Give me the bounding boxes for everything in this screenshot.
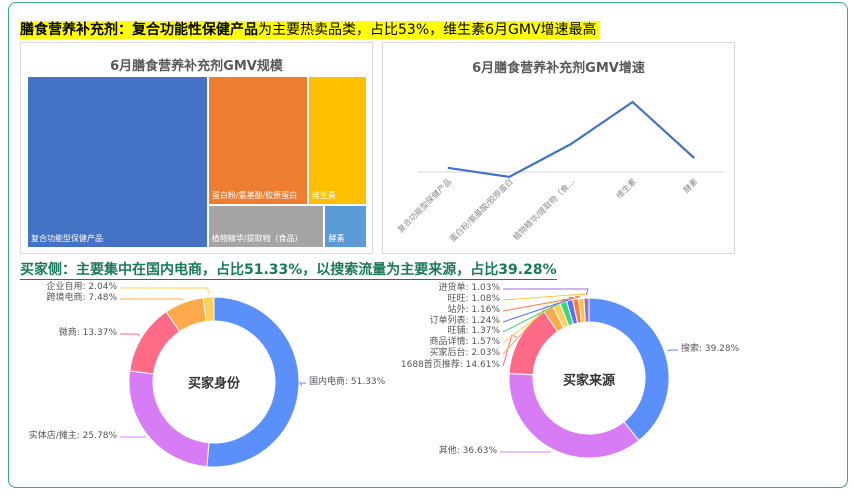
source-leader-line: [502, 301, 559, 344]
source-slice: [583, 297, 590, 323]
source-leader-line: [502, 334, 518, 367]
source-label: 商品详情: 1.57%: [429, 337, 500, 347]
identity-leader-line: [120, 287, 209, 295]
treemap-cell-label: 酵素: [328, 233, 345, 243]
identity-slice: [202, 296, 215, 323]
line-chart-title: 6月膳食营养补充剂GMV增速: [472, 61, 645, 76]
treemap-card: 6月膳食营养补充剂GMV规模 复合功能型保健产品 蛋白粉/氨基酸/胶原蛋白 维生素植…: [20, 42, 373, 254]
identity-label: 企业自用: 2.04%: [46, 282, 117, 292]
treemap-cell-label: 复合功能型保健产品: [31, 234, 103, 243]
source-label: 旺旺: 1.08%: [447, 294, 500, 304]
identity-slice: [206, 296, 300, 468]
treemap-cell: 维生素: [307, 76, 367, 206]
identity-label: 跨境电商: 7.48%: [46, 293, 117, 303]
identity-leader-line: [299, 382, 306, 386]
source-leader-line: [667, 349, 678, 352]
source-label: 进货单: 1.03%: [438, 283, 500, 293]
headline-2: 买家侧：主要集中在国内电商，占比51.33%，以搜索流量为主要来源，占比39.2…: [20, 262, 557, 280]
source-leader-line: [502, 293, 586, 301]
treemap-cell: 复合功能型保健产品: [27, 76, 208, 248]
line-chart-card: 6月膳食营养补充剂GMV增速 复合功能型保健产品 蛋白粉/氨基酸/胶原蛋白 植物精华…: [382, 42, 735, 254]
source-label: 1688首页推荐: 14.61%: [400, 360, 500, 370]
headline-1-rest: 为主要热卖品类，占比53%，维生素6月GMV增速最高: [258, 22, 597, 38]
treemap-title: 6月膳食营养补充剂GMV规模: [110, 59, 283, 74]
identity-label: 国内电商: 51.33%: [309, 377, 386, 387]
source-label: 旺铺: 1.37%: [447, 326, 500, 336]
source-label: 订单列表: 1.24%: [429, 316, 500, 326]
source-label: 搜索: 39.28%: [681, 344, 740, 354]
identity-leader-line: [120, 298, 184, 300]
identity-label: 实体店/摊主: 25.78%: [28, 431, 117, 441]
donut-center-identity: 买家身份: [187, 376, 241, 392]
treemap-cell-label: 蛋白粉/氨基酸/胶原蛋白: [211, 191, 298, 201]
donut-center-source: 买家来源: [562, 373, 616, 389]
source-label: 站外: 1.16%: [447, 305, 500, 315]
source-label: 买家后台: 2.03%: [429, 348, 500, 358]
treemap-cell: 酵素: [324, 205, 367, 248]
headline-1: 膳食营养补充剂：复合功能性保健产品为主要热卖品类，占比53%，维生素6月GMV增…: [20, 21, 599, 39]
identity-leader-line: [120, 333, 140, 337]
treemap-cell-label: 植物精华/提取物（食品）: [211, 233, 303, 243]
treemap-cell: 蛋白粉/氨基酸/胶原蛋白: [207, 76, 308, 206]
source-leader-line: [502, 295, 581, 312]
identity-label: 微商: 13.37%: [58, 328, 117, 338]
treemap-cell-label: 维生素: [311, 191, 336, 201]
headline-1-bold: 膳食营养补充剂：复合功能性保健产品: [20, 22, 258, 38]
source-leader-line: [503, 288, 589, 296]
line-series: [447, 100, 695, 179]
treemap-cell: 植物精华/提取物（食品）: [207, 205, 325, 248]
report-frame: [8, 2, 848, 488]
source-leader-line: [502, 304, 549, 355]
source-label: 其他: 36.63%: [438, 446, 497, 456]
